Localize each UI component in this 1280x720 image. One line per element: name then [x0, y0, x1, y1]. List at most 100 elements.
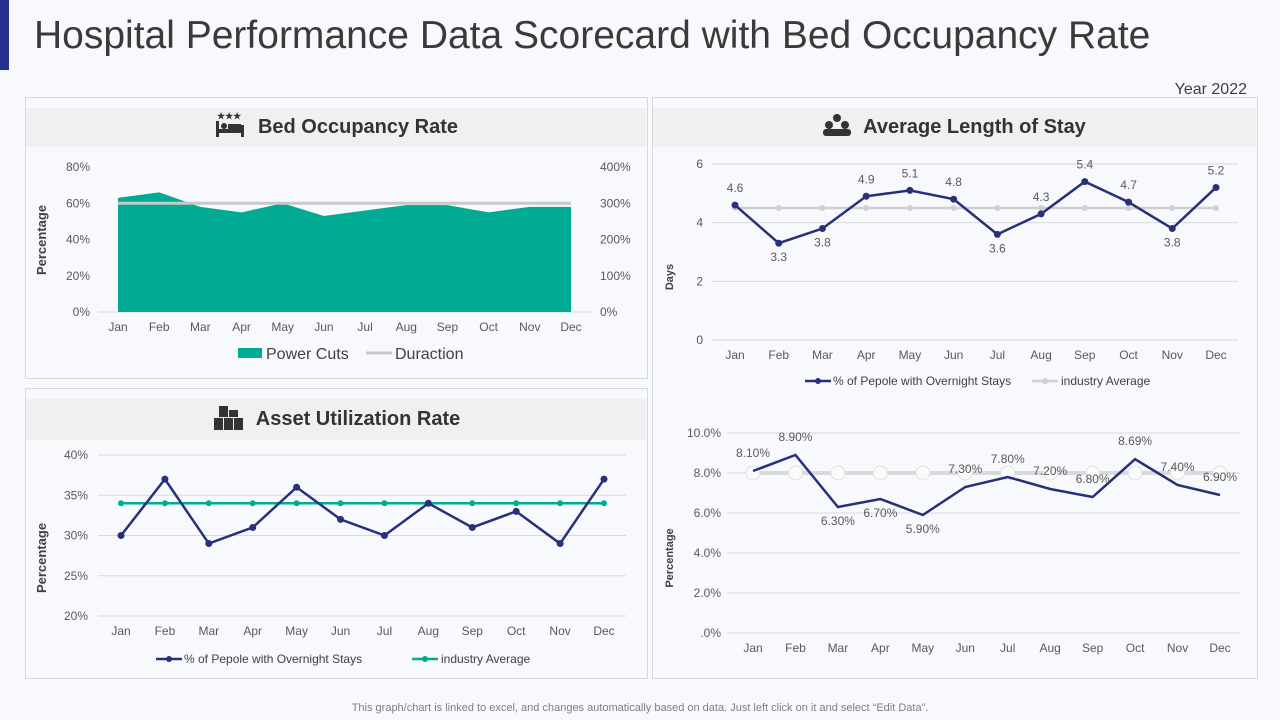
overnight-stays-line — [752, 453, 1221, 517]
x-tick-label: Jan — [725, 348, 744, 362]
industry-average-point — [1170, 465, 1186, 481]
industry-average-point — [950, 205, 957, 211]
data-label: 3.6 — [989, 241, 1006, 255]
x-tick-label: Jan — [743, 641, 762, 655]
overnight-stays-point — [950, 195, 958, 203]
legend-marker-industry-average — [422, 656, 428, 662]
overnight-stays-point — [775, 239, 783, 247]
overnight-stays-point — [205, 540, 213, 548]
x-tick-label: Mar — [812, 348, 833, 362]
hotel-bed-icon: ★★★ — [214, 111, 246, 145]
industry-average-point — [994, 205, 1001, 211]
x-tick-label: Jun — [331, 624, 350, 638]
industry-average-point — [1212, 465, 1228, 481]
legend-label-overnight-stays: % of Pepole with Overnight Stays — [184, 652, 362, 666]
y-tick-label: 40% — [66, 233, 90, 247]
accent-bar — [0, 0, 9, 70]
industry-average-point — [775, 205, 782, 211]
x-tick-label: Jan — [111, 624, 130, 638]
legend-label-duraction: Duraction — [395, 346, 463, 363]
industry-average-point — [161, 500, 168, 507]
y-tick-label: 35% — [64, 488, 88, 502]
industry-average-point — [1213, 205, 1219, 211]
y-axis-label: Percentage — [34, 523, 49, 593]
data-label: 4.3 — [1033, 190, 1050, 204]
x-tick-label: Dec — [593, 624, 614, 638]
overnight-stays-point — [117, 532, 125, 539]
industry-average-point — [1038, 205, 1045, 211]
x-tick-label: Jun — [956, 641, 975, 655]
industry-average-point — [513, 500, 520, 507]
overnight-stays-point — [1168, 225, 1176, 233]
x-tick-label: Aug — [1040, 641, 1061, 655]
legend-label-power-cuts: Power Cuts — [266, 346, 349, 363]
x-tick-label: Sep — [1082, 641, 1104, 655]
year-label: Year 2022 — [1174, 81, 1247, 98]
x-tick-label: Dec — [1205, 348, 1226, 362]
x-tick-label: Jun — [944, 348, 963, 362]
page-title: Hospital Performance Data Scorecard with… — [34, 14, 1151, 57]
data-label: 4.8 — [945, 175, 962, 189]
industry-average-point — [557, 500, 564, 507]
y-tick-label: 0 — [696, 333, 703, 347]
data-label: 3.3 — [770, 250, 787, 264]
bed-occupancy-header: ★★★ Bed Occupancy Rate — [26, 108, 646, 147]
industry-average-point — [1081, 205, 1088, 211]
overnight-stays-point — [424, 499, 432, 507]
industry-average-point — [819, 205, 826, 211]
overnight-stays-point — [161, 475, 169, 483]
y-tick-label: .0% — [700, 626, 721, 640]
overnight-stays-point — [1037, 210, 1045, 218]
y-tick-label: 6 — [696, 157, 703, 171]
overnight-stays-line — [734, 180, 1217, 245]
industry-average-point — [118, 500, 124, 507]
x-tick-label: Feb — [768, 348, 789, 362]
data-label: 7.20% — [1033, 464, 1067, 478]
y-tick-label: 8.0% — [694, 466, 722, 480]
x-tick-label: Nov — [1162, 348, 1183, 362]
overnight-stays-point — [556, 540, 564, 548]
x-tick-label: Apr — [857, 348, 876, 362]
x-tick-label: Mar — [190, 320, 211, 334]
y2-tick-label: 100% — [600, 269, 631, 283]
legend-swatch-power-cuts — [238, 348, 262, 358]
overnight-stays-point — [1125, 198, 1133, 206]
industry-average-point — [787, 465, 803, 481]
x-tick-label: Jul — [357, 320, 372, 334]
y-tick-label: 25% — [64, 569, 88, 583]
x-tick-label: Aug — [418, 624, 439, 638]
overnight-stays-point — [993, 230, 1001, 238]
length-of-stay-title: Average Length of Stay — [863, 116, 1086, 138]
industry-average-point — [205, 500, 212, 507]
industry-average-point — [863, 205, 870, 211]
industry-average-point — [293, 500, 300, 507]
industry-average-point — [1085, 465, 1101, 481]
data-label: 4.6 — [727, 181, 744, 195]
asset-utilization-header: Asset Utilization Rate — [26, 399, 646, 440]
industry-average-point — [957, 465, 973, 481]
x-tick-label: Jul — [990, 348, 1005, 362]
boxes-icon — [212, 402, 244, 438]
y-tick-label: 0% — [73, 305, 91, 319]
x-tick-label: Mar — [828, 641, 849, 655]
x-tick-label: Nov — [1167, 641, 1188, 655]
industry-average-point — [1000, 465, 1016, 481]
industry-average-point — [1169, 205, 1176, 211]
x-tick-label: Oct — [507, 624, 526, 638]
y-tick-label: 20% — [64, 609, 88, 623]
x-tick-label: May — [899, 348, 922, 362]
industry-average-point — [381, 500, 388, 507]
data-label: 4.7 — [1120, 178, 1137, 192]
x-tick-label: May — [271, 320, 294, 334]
x-tick-label: Oct — [1119, 348, 1138, 362]
industry-average-point — [872, 465, 888, 481]
x-tick-label: Oct — [1126, 641, 1145, 655]
y-tick-label: 40% — [64, 448, 88, 462]
x-tick-label: Jul — [377, 624, 392, 638]
data-label: 6.80% — [1076, 472, 1110, 486]
overnight-stays-point — [337, 515, 345, 523]
data-label: 3.8 — [814, 236, 831, 250]
overnight-stays-point — [818, 225, 826, 233]
y2-tick-label: 200% — [600, 233, 631, 247]
